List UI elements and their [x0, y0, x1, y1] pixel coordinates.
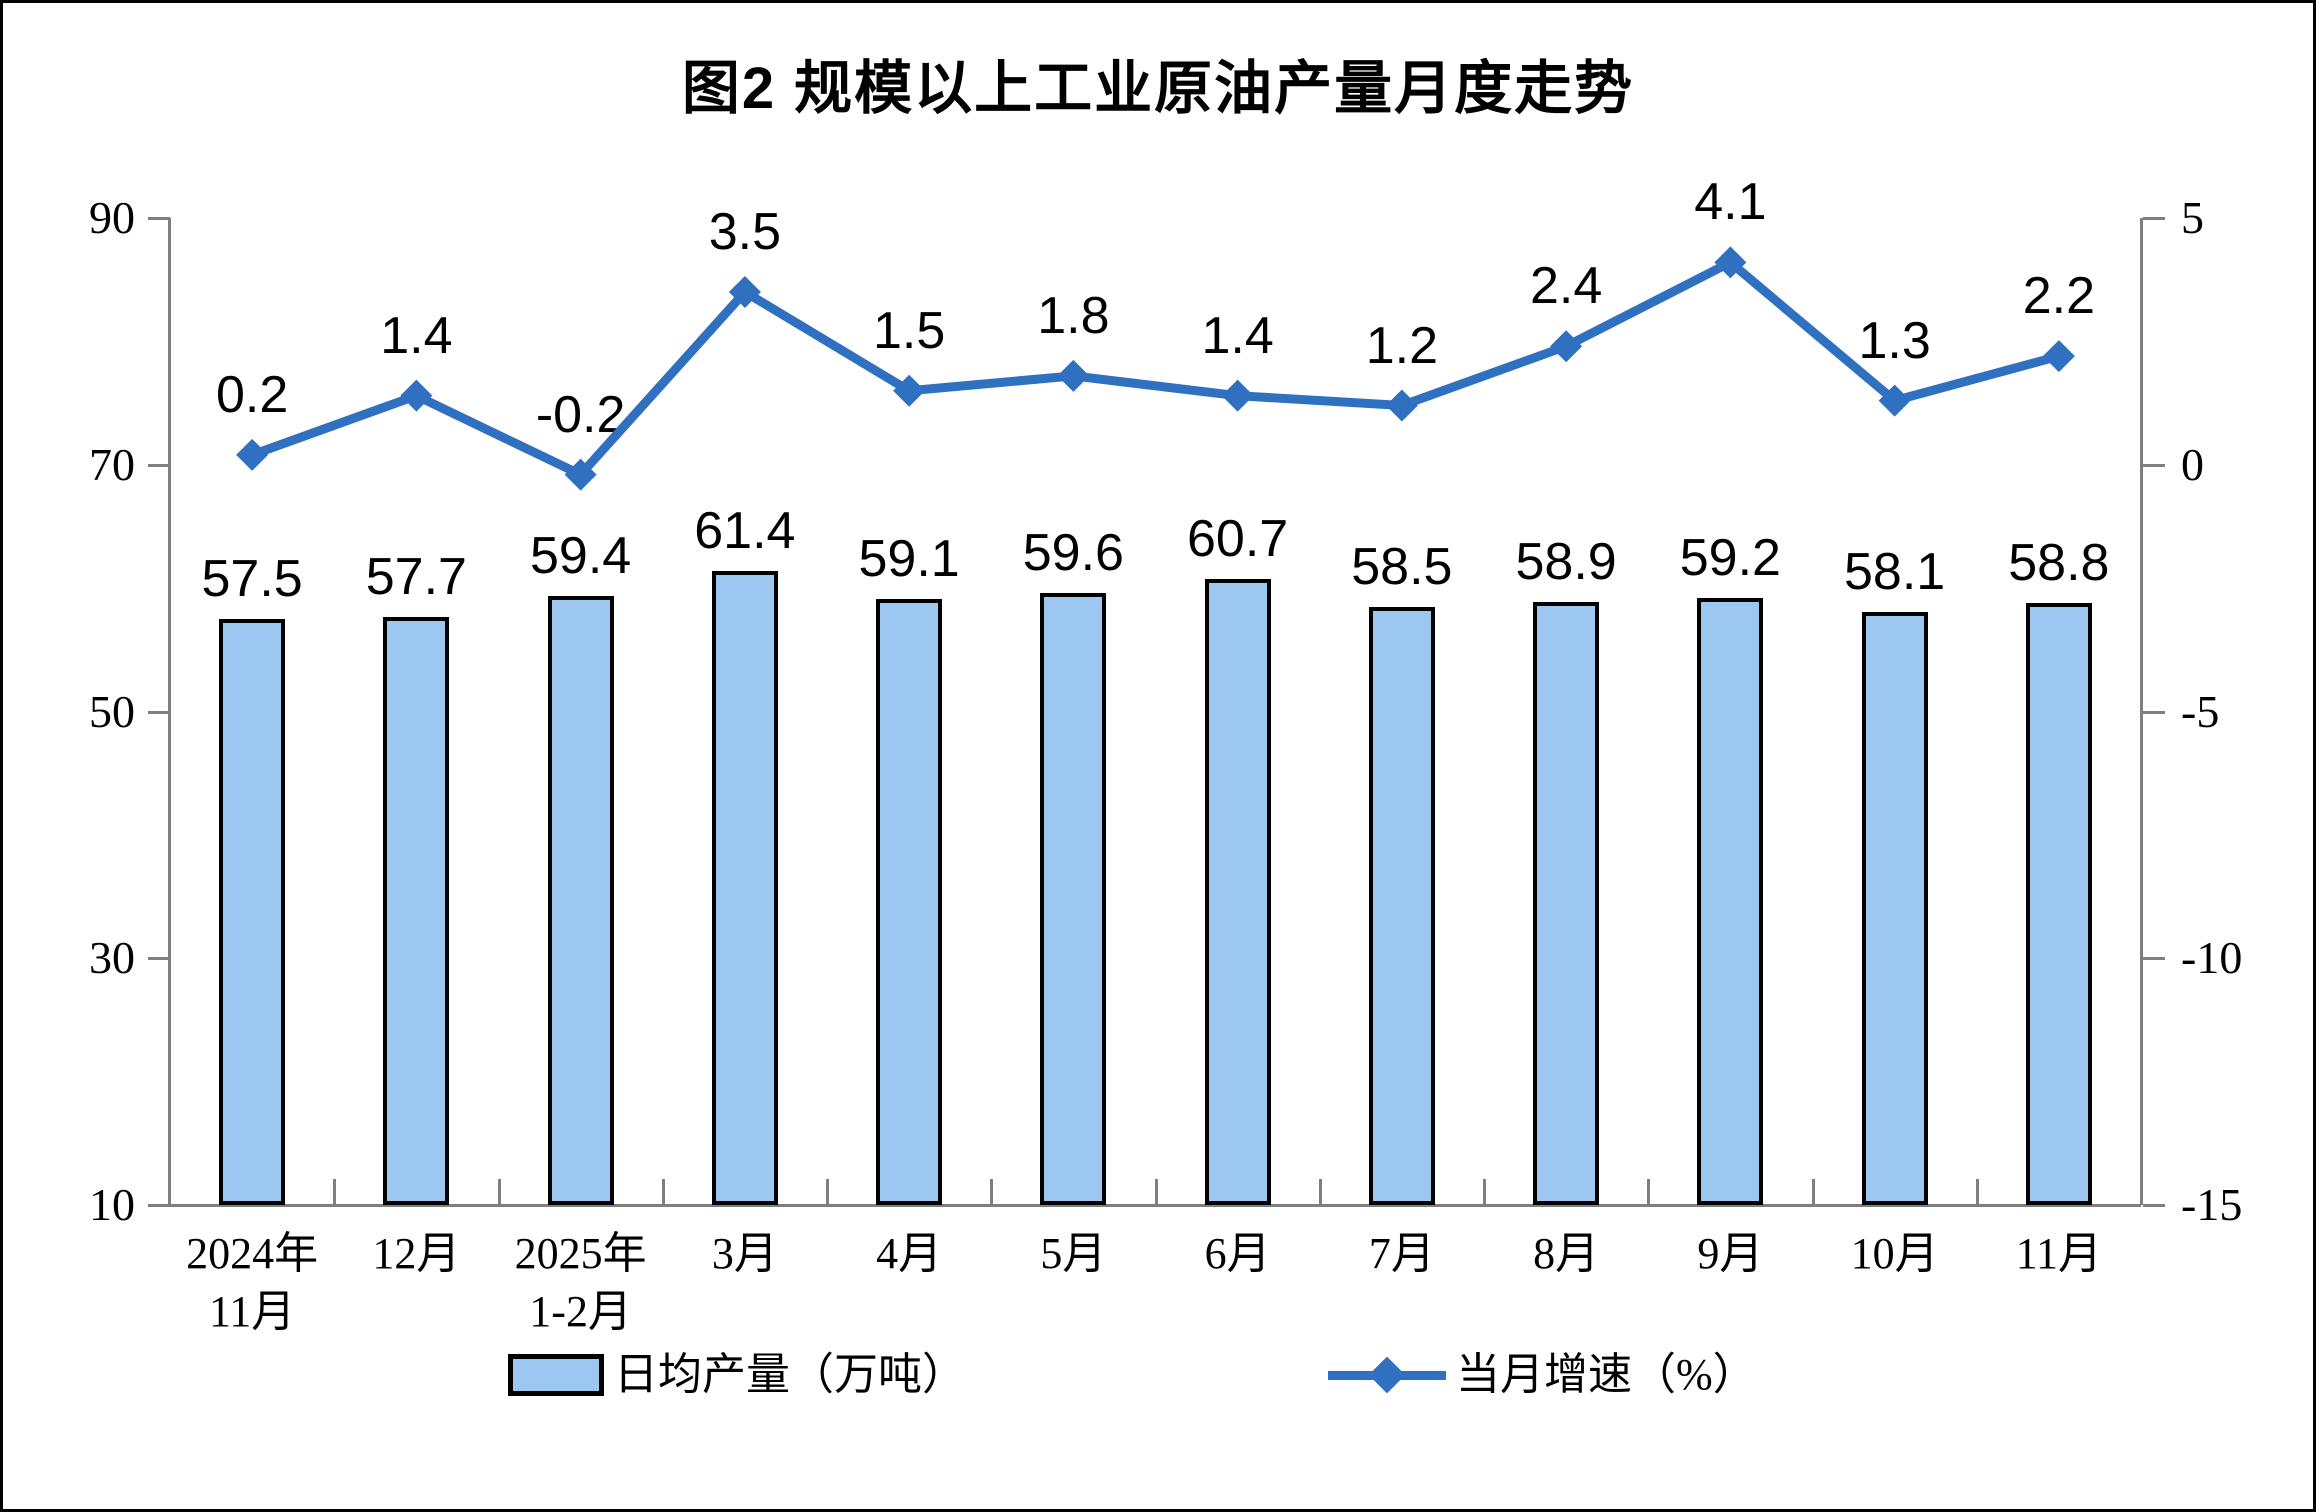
bar-value-label: 58.9 [1515, 532, 1617, 591]
bar-value-label: 58.8 [2008, 533, 2110, 592]
line-marker-swatch-icon [1328, 1356, 1446, 1394]
legend-item-growth-rate: 当月增速（%） [1328, 1347, 1757, 1403]
bar-value-label: 61.4 [694, 501, 796, 560]
category-boundary-tick [1318, 1179, 1322, 1205]
growth-value-label: 2.2 [2022, 267, 2096, 326]
category-boundary-tick [1154, 1179, 1158, 1205]
legend-label-daily-output: 日均产量（万吨） [614, 1350, 966, 1399]
growth-value-label: 4.1 [1694, 173, 1767, 232]
right-axis-line [2140, 218, 2143, 1205]
category-label: 8月 [1533, 1229, 1600, 1278]
category-boundary-tick [661, 1179, 665, 1205]
bar [2025, 602, 2092, 1205]
bar [1040, 593, 1107, 1205]
bar-value-label: 60.7 [1187, 510, 1289, 569]
bar-value-label: 58.5 [1351, 537, 1453, 596]
bar [219, 618, 286, 1205]
growth-value-label: 1.4 [380, 306, 453, 365]
left-axis-tick-label: 50 [89, 685, 135, 737]
bar [1204, 579, 1271, 1205]
right-axis-tick [2143, 217, 2165, 220]
growth-value-label: 3.5 [708, 203, 782, 262]
chart-title: 图2 规模以上工业原油产量月度走势 [681, 56, 1635, 121]
category-boundary-tick [990, 1179, 994, 1205]
growth-value-label: 0.2 [215, 365, 289, 424]
bar-value-label: 57.5 [201, 549, 303, 608]
x-axis-line [170, 1204, 2141, 1207]
plot-area: 90 70 50 30 10 5 0 -5 -10 -15 57.5 57.7 59.4 61.4 59.1… [3, 3, 2313, 1509]
growth-value-label: 1.3 [1858, 311, 1931, 370]
bar [547, 595, 614, 1205]
category-label: 9月 [1697, 1229, 1764, 1278]
right-axis-tick [2143, 1204, 2165, 1207]
category-label: 3月 [711, 1229, 778, 1278]
category-label: 7月 [1368, 1229, 1435, 1278]
bar [1697, 597, 1764, 1205]
category-label: 2025年 1-2月 [514, 1229, 647, 1336]
category-boundary-tick [1811, 1179, 1815, 1205]
category-label: 6月 [1204, 1229, 1271, 1278]
category-label: 4月 [876, 1229, 943, 1278]
bar-value-label: 57.7 [365, 547, 467, 606]
bar-swatch-icon [508, 1354, 604, 1396]
legend-item-daily-output: 日均产量（万吨） [508, 1347, 966, 1403]
right-axis-tick-label: -15 [2181, 1179, 2243, 1230]
bar-value-label: 59.6 [1022, 524, 1124, 583]
left-axis-tick-label: 70 [89, 438, 135, 490]
left-axis-tick [148, 957, 170, 961]
category-label: 5月 [1040, 1229, 1107, 1278]
growth-value-label: 1.2 [1365, 316, 1439, 375]
right-axis-tick-label: -10 [2181, 932, 2243, 984]
right-axis-tick [2143, 463, 2165, 467]
bar-value-label: 59.2 [1679, 528, 1781, 587]
bar [1368, 606, 1435, 1205]
bar [876, 599, 943, 1205]
bar-value-label: 59.4 [530, 526, 632, 585]
category-label: 2024年 11月 [186, 1229, 319, 1336]
bar-value-label: 59.1 [858, 530, 960, 589]
left-axis-tick-label: 30 [89, 932, 135, 984]
category-label: 10月 [1850, 1229, 1939, 1278]
bar-value-label: 58.1 [1844, 542, 1946, 601]
left-axis-tick [148, 217, 170, 220]
bar [383, 616, 450, 1205]
left-axis-tick [148, 463, 170, 467]
category-label: 11月 [2015, 1229, 2103, 1278]
growth-value-label: 2.4 [1529, 257, 1603, 316]
right-axis-tick-label: 5 [2181, 192, 2204, 243]
right-axis-tick [2143, 957, 2165, 961]
left-axis-tick [148, 1204, 170, 1207]
bar [711, 570, 778, 1205]
category-boundary-tick [333, 1179, 337, 1205]
growth-value-label: -0.2 [535, 385, 626, 444]
left-axis-tick [148, 710, 170, 714]
right-axis-tick [2143, 710, 2165, 714]
left-axis-tick-label: 90 [89, 192, 135, 243]
left-axis-tick-label: 10 [89, 1179, 135, 1230]
category-boundary-tick [1975, 1179, 1979, 1205]
legend-label-growth-rate: 当月增速（%） [1456, 1350, 1757, 1399]
category-boundary-tick [1647, 1179, 1651, 1205]
category-boundary-tick [1483, 1179, 1486, 1205]
bar [1533, 601, 1600, 1205]
category-boundary-tick [826, 1179, 829, 1205]
category-boundary-tick [497, 1179, 501, 1205]
right-axis-tick-label: -5 [2181, 685, 2220, 737]
right-axis-tick-label: 0 [2181, 438, 2204, 490]
category-label: 12月 [372, 1229, 461, 1278]
bar [1861, 611, 1928, 1205]
